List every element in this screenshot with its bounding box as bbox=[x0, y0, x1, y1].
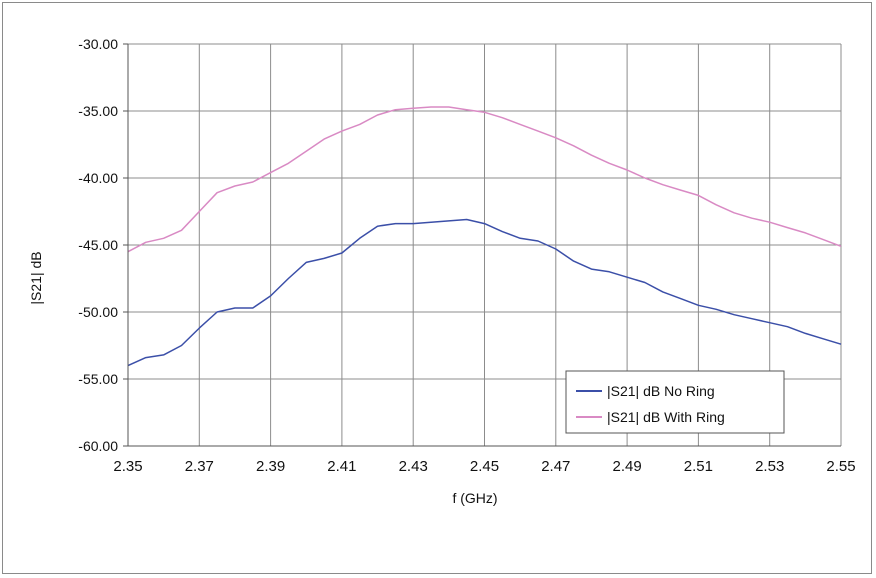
x-tick-label: 2.45 bbox=[470, 458, 499, 475]
x-tick-label: 2.49 bbox=[612, 458, 641, 475]
s21-chart: f (GHz) |S21| dB 2.35 2.37 2.39 2.41 2.43 2.4… bbox=[28, 36, 856, 506]
legend-box bbox=[565, 370, 785, 434]
y-tick-label: -30.00 bbox=[78, 36, 118, 52]
series-line-with-ring bbox=[127, 106, 842, 253]
legend-label-no-ring: |S21| dB No Ring bbox=[607, 383, 715, 399]
axes: f (GHz) |S21| dB 2.35 2.37 2.39 2.41 2.43 2.4… bbox=[28, 36, 856, 506]
y-tick-label: -40.00 bbox=[78, 170, 118, 186]
x-tick-label: 2.53 bbox=[755, 458, 784, 475]
x-tick-label: 2.55 bbox=[826, 458, 855, 475]
x-tick-label: 2.39 bbox=[256, 458, 285, 475]
x-tick-label: 2.43 bbox=[399, 458, 428, 475]
y-axis-title: |S21| dB bbox=[28, 251, 44, 304]
x-axis-title: f (GHz) bbox=[452, 490, 497, 506]
legend-label-with-ring: |S21| dB With Ring bbox=[607, 409, 725, 425]
x-tick-label: 2.51 bbox=[684, 458, 713, 475]
x-tick-label: 2.41 bbox=[327, 458, 356, 475]
series-line-no-ring bbox=[127, 218, 842, 367]
x-tick-label: 2.35 bbox=[113, 458, 142, 475]
x-tick-label: 2.47 bbox=[541, 458, 570, 475]
y-tick-label: -35.00 bbox=[78, 103, 118, 119]
x-tick-label: 2.37 bbox=[185, 458, 214, 475]
legend: |S21| dB No Ring |S21| dB With Ring bbox=[565, 370, 785, 434]
series-layer bbox=[127, 106, 842, 367]
y-tick-label: -60.00 bbox=[78, 438, 118, 454]
y-tick-label: -55.00 bbox=[78, 371, 118, 387]
y-tick-label: -45.00 bbox=[78, 237, 118, 253]
y-tick-label: -50.00 bbox=[78, 304, 118, 320]
